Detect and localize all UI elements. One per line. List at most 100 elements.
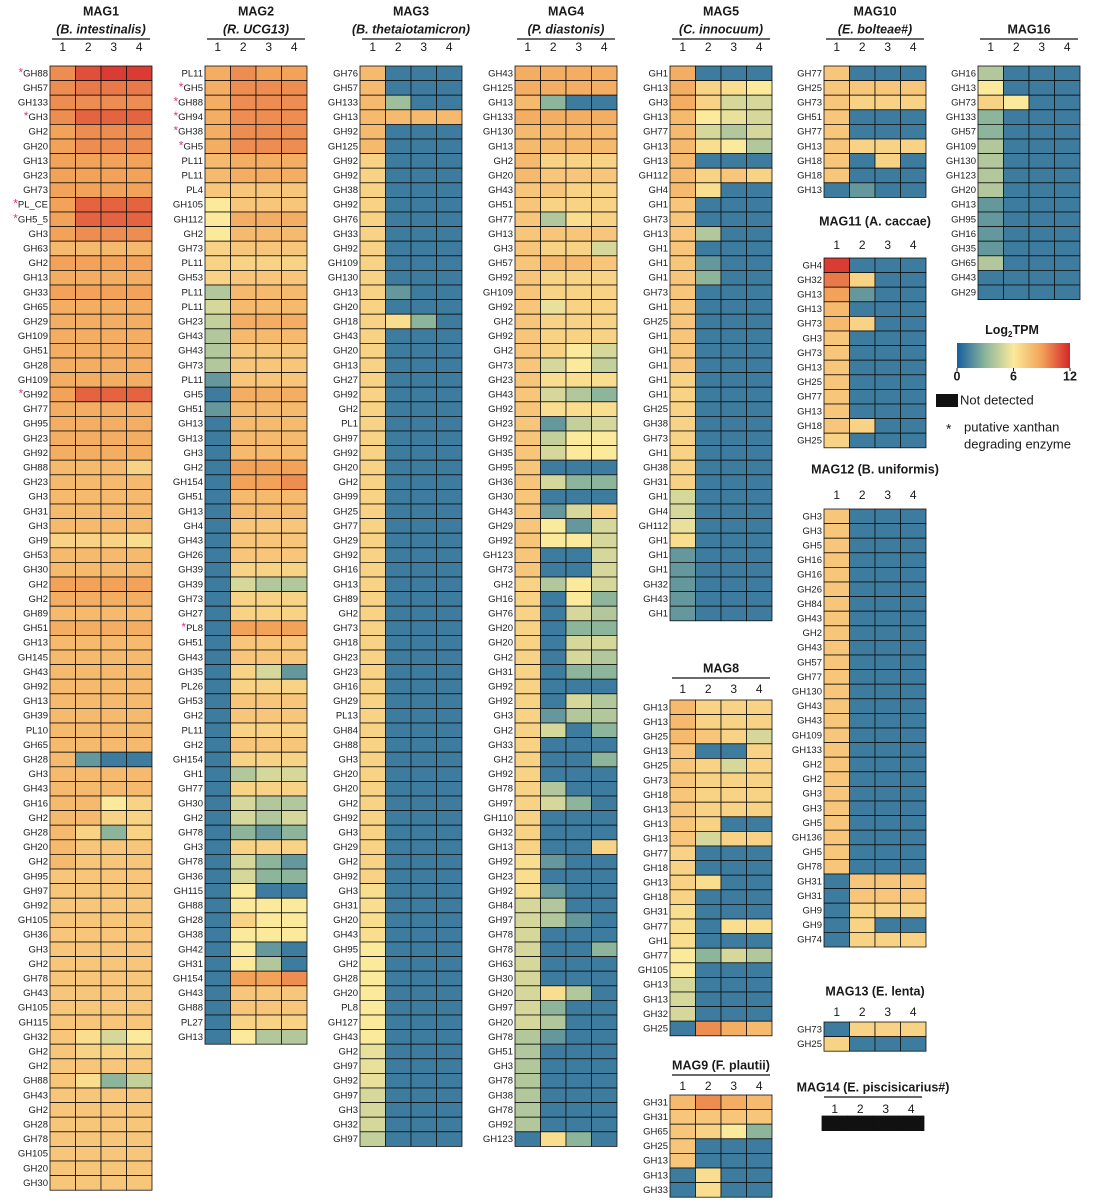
heatmap-cell (591, 751, 618, 768)
heatmap-cell (874, 917, 901, 933)
heatmap-cell (359, 328, 386, 344)
heatmap-cell (540, 240, 567, 257)
heatmap-cell (436, 912, 463, 928)
heatmap-cell (100, 620, 127, 636)
heatmap-cell (823, 902, 850, 919)
heatmap-cell (204, 328, 231, 344)
heatmap-cell (49, 737, 76, 753)
heatmap-cell (565, 839, 592, 855)
heatmap-cell (410, 138, 437, 155)
row-label: GH43 (797, 642, 822, 653)
heatmap-cell (359, 1043, 386, 1060)
row-label-text: GH92 (333, 447, 358, 458)
heatmap-cell (695, 845, 722, 862)
star-marker: * (179, 80, 184, 94)
heatmap-cell (565, 591, 592, 607)
heatmap-cell (669, 845, 696, 862)
heatmap-cell (230, 518, 257, 534)
row-label-text: GH9 (802, 905, 822, 916)
heatmap-cell (126, 328, 153, 344)
heatmap-cell (823, 508, 850, 525)
row-label: GH92 (488, 535, 513, 546)
heatmap-cell (385, 605, 412, 622)
row-label: GH13 (643, 819, 668, 830)
row-label-text: GH25 (797, 82, 822, 93)
heatmap-cell (823, 153, 850, 169)
row-label-text: GH3 (28, 944, 48, 955)
row-label: GH73 (797, 97, 822, 108)
heatmap-cell (540, 1014, 567, 1031)
heatmap-cell (281, 591, 308, 607)
row-label-text: GH133 (18, 97, 48, 108)
heatmap-cell (75, 211, 102, 228)
row-label: GH2 (183, 710, 203, 721)
row-label-text: GH57 (333, 82, 358, 93)
heatmap-cell (746, 255, 773, 271)
heatmap-cell (410, 956, 437, 972)
heatmap-cell (126, 269, 153, 286)
column-label: 2 (705, 682, 712, 696)
heatmap-cell (514, 415, 541, 432)
heatmap-cell (669, 518, 696, 534)
heatmap-cell (100, 693, 127, 709)
heatmap-cell (100, 65, 127, 82)
heatmap-cell (746, 226, 773, 242)
heatmap-cell (900, 844, 927, 860)
heatmap-cell (126, 138, 153, 155)
row-label-text: GH20 (23, 1163, 48, 1174)
heatmap-cell (436, 255, 463, 271)
row-label-text: GH51 (23, 623, 48, 634)
heatmap-cell (900, 80, 927, 96)
heatmap-cell (359, 547, 386, 563)
heatmap-cell (126, 211, 153, 228)
row-label-text: GH92 (488, 535, 513, 546)
row-label: GH51 (488, 1046, 513, 1057)
row-label-text: PL11 (182, 301, 203, 312)
heatmap-cell (565, 1043, 592, 1060)
heatmap-cell (591, 211, 618, 228)
heatmap-cell (385, 693, 412, 709)
heatmap-cell (695, 313, 722, 330)
row-label-text: GH13 (951, 199, 976, 210)
heatmap-cell (75, 781, 102, 797)
heatmap-cell (720, 831, 747, 847)
row-label-text: GH1 (648, 447, 668, 458)
heatmap-cell (591, 138, 618, 155)
heatmap-cell (385, 518, 412, 534)
heatmap-cell (100, 1014, 127, 1031)
row-label-text: GH1 (648, 331, 668, 342)
heatmap-cell (514, 1058, 541, 1074)
heatmap-cell (720, 109, 747, 125)
heatmap-cell (204, 912, 231, 928)
row-label: GH18 (643, 789, 668, 800)
row-label: GH95 (23, 418, 48, 429)
heatmap-cell (720, 430, 747, 447)
heatmap-cell (874, 815, 901, 831)
heatmap-cell (49, 1043, 76, 1060)
row-label-text: GH51 (488, 199, 513, 210)
heatmap-cell (874, 257, 901, 274)
heatmap-cell (75, 708, 102, 724)
heatmap-cell (591, 445, 618, 461)
row-label-text: GH16 (333, 564, 358, 575)
heatmap-cell (823, 771, 850, 787)
heatmap-cell (695, 874, 722, 891)
row-label-text: GH154 (173, 973, 203, 984)
heatmap-cell (359, 518, 386, 534)
heatmap-cell (669, 728, 696, 745)
column-label: 3 (420, 40, 427, 54)
row-label: GH18 (643, 892, 668, 903)
row-label-text: GH78 (488, 944, 513, 955)
row-label-text: GH3 (338, 827, 358, 838)
heatmap-cell (514, 678, 541, 695)
heatmap-cell (746, 211, 773, 228)
heatmap-cell (255, 167, 282, 184)
row-label: GH43 (333, 929, 358, 940)
heatmap-cell (255, 284, 282, 301)
heatmap-cell (126, 167, 153, 184)
row-label-text: GH77 (178, 783, 203, 794)
heatmap-cell (204, 620, 231, 636)
heatmap-cell (565, 1087, 592, 1104)
heatmap-cell (591, 591, 618, 607)
heatmap-cell (874, 873, 901, 890)
